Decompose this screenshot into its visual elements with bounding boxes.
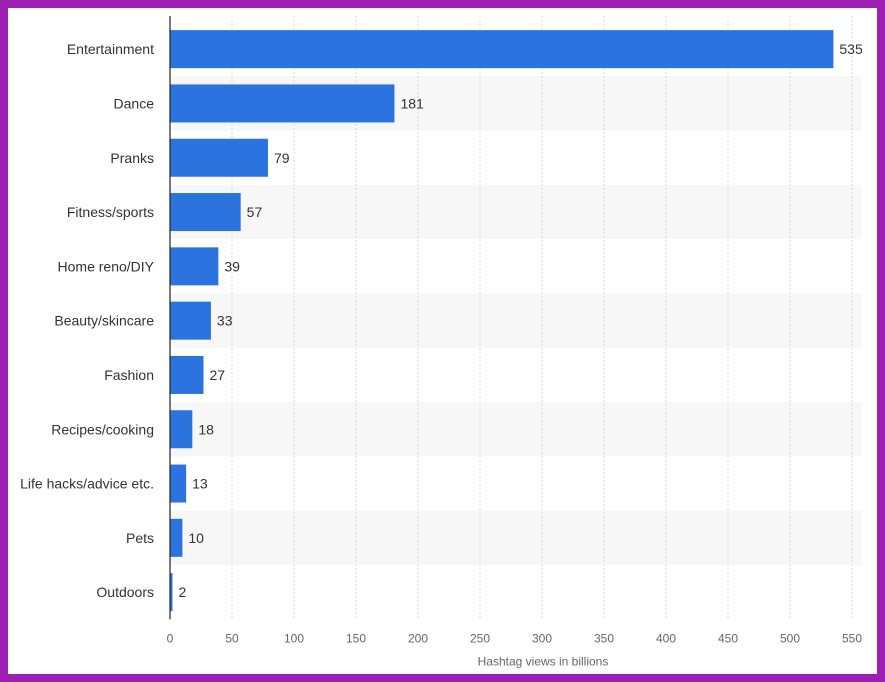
x-tick-label: 500 <box>780 631 800 645</box>
value-label: 13 <box>192 476 208 492</box>
value-label: 18 <box>198 421 214 437</box>
x-tick-label: 250 <box>470 631 490 645</box>
bar-recipes-cooking <box>170 410 193 449</box>
value-label: 33 <box>217 313 233 329</box>
bar-chart: Entertainment Dance Pranks Fitness/sports Ho… <box>20 16 863 668</box>
category-label: Home reno/DIY <box>58 258 155 274</box>
category-label: Life hacks/advice etc. <box>20 476 154 492</box>
chart-frame: Entertainment Dance Pranks Fitness/sports Ho… <box>8 8 877 674</box>
bar-pranks <box>170 138 268 177</box>
category-label: Beauty/skincare <box>54 313 154 329</box>
category-label: Recipes/cooking <box>51 421 154 437</box>
category-label: Pranks <box>110 150 154 166</box>
category-label: Outdoors <box>96 584 154 600</box>
x-tick-label: 350 <box>594 631 614 645</box>
x-tick-label: 300 <box>532 631 552 645</box>
bar-dance <box>170 84 395 123</box>
value-label: 181 <box>400 95 424 111</box>
row-band <box>170 510 862 565</box>
bar-home-reno-diy <box>170 247 219 286</box>
value-label: 79 <box>274 150 290 166</box>
x-tick-label: 400 <box>656 631 676 645</box>
x-tick-label: 150 <box>346 631 366 645</box>
value-labels: 535 181 79 57 39 33 27 18 13 10 2 <box>178 41 862 600</box>
value-label: 2 <box>178 584 186 600</box>
bars <box>170 30 834 612</box>
value-label: 39 <box>224 258 240 274</box>
row-band <box>170 184 862 240</box>
x-tick-label: 100 <box>284 631 304 645</box>
row-band <box>170 402 862 457</box>
category-label: Dance <box>114 95 155 111</box>
bar-fitness-sports <box>170 193 241 232</box>
x-tick-labels: 0 50 100 150 200 250 300 350 400 450 500 550 <box>167 631 863 645</box>
category-label: Entertainment <box>67 41 154 57</box>
row-bands <box>170 76 862 565</box>
x-tick-label: 0 <box>167 631 174 645</box>
x-tick-label: 450 <box>718 631 738 645</box>
bar-outdoors <box>170 573 173 612</box>
bar-pets <box>170 518 183 557</box>
bar-beauty-skincare <box>170 301 211 340</box>
value-label: 10 <box>188 530 204 546</box>
x-tick-label: 200 <box>408 631 428 645</box>
category-label: Fitness/sports <box>67 204 154 220</box>
x-axis-title: Hashtag views in billions <box>478 654 609 668</box>
bar-fashion <box>170 355 204 394</box>
bar-entertainment <box>170 30 834 69</box>
bar-life-hacks-advice-etc <box>170 464 187 503</box>
value-label: 27 <box>209 367 225 383</box>
x-tick-label: 50 <box>225 631 239 645</box>
value-label: 535 <box>839 41 863 57</box>
row-band <box>170 293 862 348</box>
category-labels: Entertainment Dance Pranks Fitness/sports Ho… <box>20 41 155 600</box>
category-label: Fashion <box>104 367 154 383</box>
value-label: 57 <box>247 204 263 220</box>
category-label: Pets <box>126 530 154 546</box>
x-tick-label: 550 <box>842 631 862 645</box>
